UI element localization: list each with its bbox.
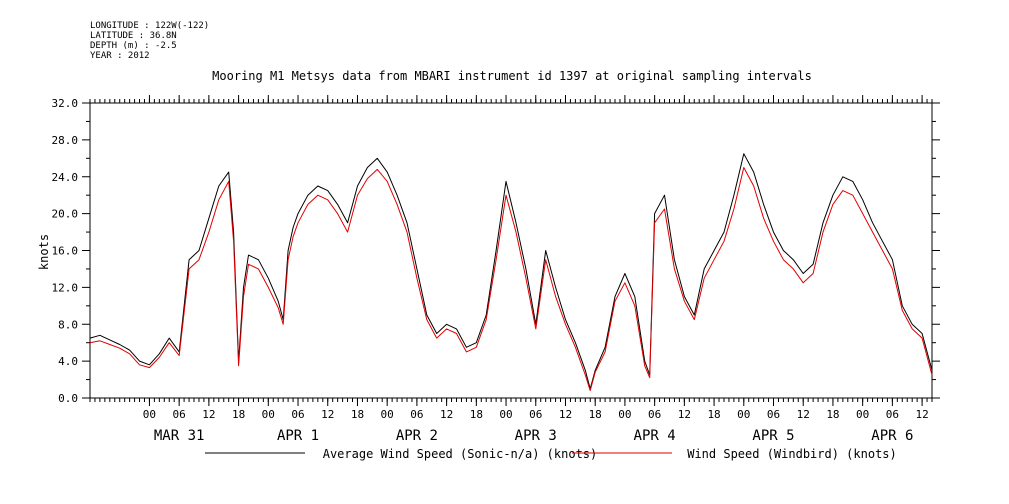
x-tick-label: 12 xyxy=(915,408,928,421)
x-tick-label: 00 xyxy=(499,408,512,421)
y-tick-label: 0.0 xyxy=(58,392,78,405)
y-tick-label: 12.0 xyxy=(52,281,79,294)
x-tick-label: 06 xyxy=(291,408,304,421)
x-day-label: APR 6 xyxy=(871,428,913,444)
x-tick-label: 00 xyxy=(618,408,631,421)
x-tick-label: 12 xyxy=(678,408,691,421)
x-tick-label: 06 xyxy=(886,408,899,421)
x-day-label: APR 3 xyxy=(515,428,557,444)
x-day-label: APR 4 xyxy=(634,428,676,444)
x-tick-label: 06 xyxy=(767,408,780,421)
x-tick-label: 18 xyxy=(351,408,364,421)
y-tick-label: 16.0 xyxy=(52,245,79,258)
average-wind-speed-line xyxy=(89,153,933,390)
y-tick-label: 4.0 xyxy=(58,355,78,368)
x-tick-label: 12 xyxy=(559,408,572,421)
x-tick-label: 06 xyxy=(173,408,186,421)
x-tick-label: 12 xyxy=(202,408,215,421)
chart-title: Mooring M1 Metsys data from MBARI instru… xyxy=(212,69,812,83)
x-tick-label: 18 xyxy=(826,408,839,421)
x-day-label: APR 2 xyxy=(396,428,438,444)
x-tick-label: 00 xyxy=(262,408,275,421)
x-tick-label: 18 xyxy=(232,408,245,421)
windbird-wind-speed-line xyxy=(89,167,933,392)
y-tick-label: 28.0 xyxy=(52,134,79,147)
x-tick-label: 00 xyxy=(856,408,869,421)
y-tick-label: 20.0 xyxy=(52,208,79,221)
legend: Average Wind Speed (Sonic-n/a) (knots) Wi… xyxy=(205,447,897,461)
longitude-label: LONGITUDE : 122W(-122) xyxy=(90,21,210,31)
x-day-label: APR 1 xyxy=(277,428,319,444)
x-tick-label: 18 xyxy=(707,408,720,421)
x-tick-label: 18 xyxy=(589,408,602,421)
x-tick-label: 12 xyxy=(321,408,334,421)
x-tick-label: 06 xyxy=(410,408,423,421)
x-day-label: MAR 31 xyxy=(154,428,205,444)
x-day-label: APR 5 xyxy=(752,428,794,444)
y-tick-label: 8.0 xyxy=(58,318,78,331)
y-tick-label: 24.0 xyxy=(52,171,79,184)
x-tick-label: 06 xyxy=(529,408,542,421)
axes-group: 00 06 12 18 00 06 12 18 00 06 12 18 00 06 12 18 00 06 12 18… xyxy=(52,95,940,444)
legend-label: Wind Speed (Windbird) (knots) xyxy=(687,447,897,461)
x-tick-label: 06 xyxy=(648,408,661,421)
x-tick-label: 00 xyxy=(143,408,156,421)
y-axis-label: knots xyxy=(37,234,51,270)
latitude-label: LATITUDE : 36.8N xyxy=(90,31,177,41)
x-tick-label: 00 xyxy=(737,408,750,421)
minor-ticks xyxy=(89,99,933,402)
x-tick-label: 00 xyxy=(381,408,394,421)
series-group xyxy=(89,153,933,392)
x-tick-label: 12 xyxy=(440,408,453,421)
y-tick-label: 32.0 xyxy=(52,97,79,110)
x-tick-label: 18 xyxy=(470,408,483,421)
legend-label: Average Wind Speed (Sonic-n/a) (knots) xyxy=(323,447,598,461)
x-tick-label: 12 xyxy=(797,408,810,421)
year-label: YEAR : 2012 xyxy=(90,51,150,61)
plot-frame xyxy=(89,102,933,399)
depth-label: DEPTH (m) : -2.5 xyxy=(90,41,177,51)
